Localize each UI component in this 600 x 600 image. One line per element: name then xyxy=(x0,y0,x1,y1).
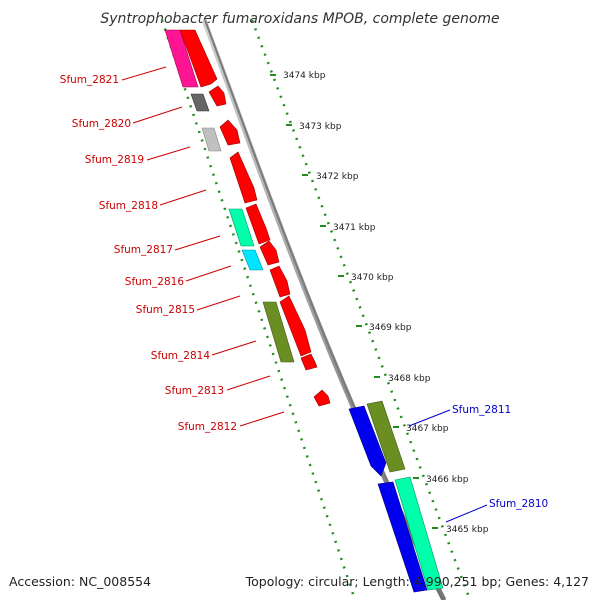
kbp-axis: 3474 kbp 3473 kbp 3472 kbp 3471 kbp 3470… xyxy=(270,71,489,535)
tick-label-3466: 3466 kbp xyxy=(426,475,469,485)
gene-label-sfum-2815[interactable]: Sfum_2815 xyxy=(136,304,195,316)
leader-line-sfum-2814 xyxy=(211,340,257,356)
topology-text: Topology: circular; Length: 4,990,251 bp… xyxy=(245,574,589,589)
leader-line-sfum-2819 xyxy=(146,146,191,161)
tick-label-3474: 3474 kbp xyxy=(283,71,326,81)
red-arrow-4[interactable] xyxy=(229,151,258,204)
blue-arrow-sfum-2810[interactable] xyxy=(377,481,428,593)
red-arrow-3[interactable] xyxy=(219,119,241,146)
leader-line-sfum-2813 xyxy=(226,375,271,391)
map-title: Syntrophobacter fumaroxidans MPOB, compl… xyxy=(100,11,499,27)
forward-strand-genes xyxy=(179,29,331,407)
leader-line-sfum-2811 xyxy=(408,409,451,427)
red-arrow-9[interactable] xyxy=(300,353,318,371)
leader-line-sfum-2817 xyxy=(174,235,221,251)
red-arrow-1[interactable] xyxy=(179,29,218,88)
gene-label-sfum-2821[interactable]: Sfum_2821 xyxy=(60,74,119,86)
gene-block-sfum-2816[interactable] xyxy=(241,249,264,271)
gene-label-sfum-2810[interactable]: Sfum_2810 xyxy=(489,498,548,510)
gene-block-sfum-2821[interactable] xyxy=(164,29,199,88)
leader-line-sfum-2812 xyxy=(239,411,285,427)
tick-label-3471: 3471 kbp xyxy=(333,223,376,233)
gene-block-sfum-2819[interactable] xyxy=(201,127,222,152)
gene-label-sfum-2818[interactable]: Sfum_2818 xyxy=(99,200,158,212)
olive-block-sfum-2811[interactable] xyxy=(366,400,406,473)
red-arrow-6[interactable] xyxy=(259,240,280,266)
leader-line-sfum-2820 xyxy=(132,106,183,124)
tick-label-3470: 3470 kbp xyxy=(351,273,394,283)
gene-block-sfum-2820[interactable] xyxy=(190,93,210,112)
gene-label-sfum-2813[interactable]: Sfum_2813 xyxy=(165,385,224,397)
tick-label-3465: 3465 kbp xyxy=(446,525,489,535)
gene-label-sfum-2820[interactable]: Sfum_2820 xyxy=(72,118,131,130)
gene-label-sfum-2817[interactable]: Sfum_2817 xyxy=(114,244,173,256)
leader-line-sfum-2815 xyxy=(196,295,241,311)
gene-block-sfum-2814[interactable] xyxy=(262,301,295,363)
leader-line-sfum-2810 xyxy=(445,504,488,523)
red-arrow-5[interactable] xyxy=(245,203,271,245)
red-arrow-2[interactable] xyxy=(208,85,227,107)
tick-label-3472: 3472 kbp xyxy=(316,172,359,182)
gene-label-sfum-2814[interactable]: Sfum_2814 xyxy=(151,350,211,362)
blue-arrow-sfum-2811[interactable] xyxy=(348,405,387,477)
left-gene-labels: Sfum_2821 Sfum_2820 Sfum_2819 Sfum_2818 … xyxy=(60,66,285,433)
leader-line-sfum-2816 xyxy=(185,265,232,282)
tick-label-3467: 3467 kbp xyxy=(406,424,449,434)
gene-label-sfum-2811[interactable]: Sfum_2811 xyxy=(452,404,511,416)
leader-line-sfum-2818 xyxy=(159,189,207,206)
aqua-block-sfum-2810[interactable] xyxy=(394,476,444,591)
red-arrow-8[interactable] xyxy=(279,295,312,357)
right-gene-labels: Sfum_2811 Sfum_2810 xyxy=(408,404,548,523)
reverse-strand-genes xyxy=(348,400,444,593)
tick-label-3468: 3468 kbp xyxy=(388,374,431,384)
left-feature-track xyxy=(164,29,295,363)
red-arrow-10[interactable] xyxy=(313,389,331,407)
accession-text: Accession: NC_008554 xyxy=(9,574,151,589)
gene-label-sfum-2816[interactable]: Sfum_2816 xyxy=(125,276,185,288)
gene-label-sfum-2819[interactable]: Sfum_2819 xyxy=(85,154,144,166)
tick-label-3469: 3469 kbp xyxy=(369,323,412,333)
red-arrow-7[interactable] xyxy=(269,265,291,298)
leader-line-sfum-2821 xyxy=(121,66,167,81)
tick-label-3473: 3473 kbp xyxy=(299,122,342,132)
gene-block-sfum-2817[interactable] xyxy=(228,208,255,247)
gene-label-sfum-2812[interactable]: Sfum_2812 xyxy=(178,421,237,433)
